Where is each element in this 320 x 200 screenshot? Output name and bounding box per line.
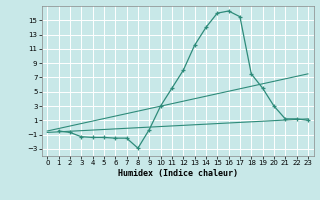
X-axis label: Humidex (Indice chaleur): Humidex (Indice chaleur) bbox=[118, 169, 237, 178]
